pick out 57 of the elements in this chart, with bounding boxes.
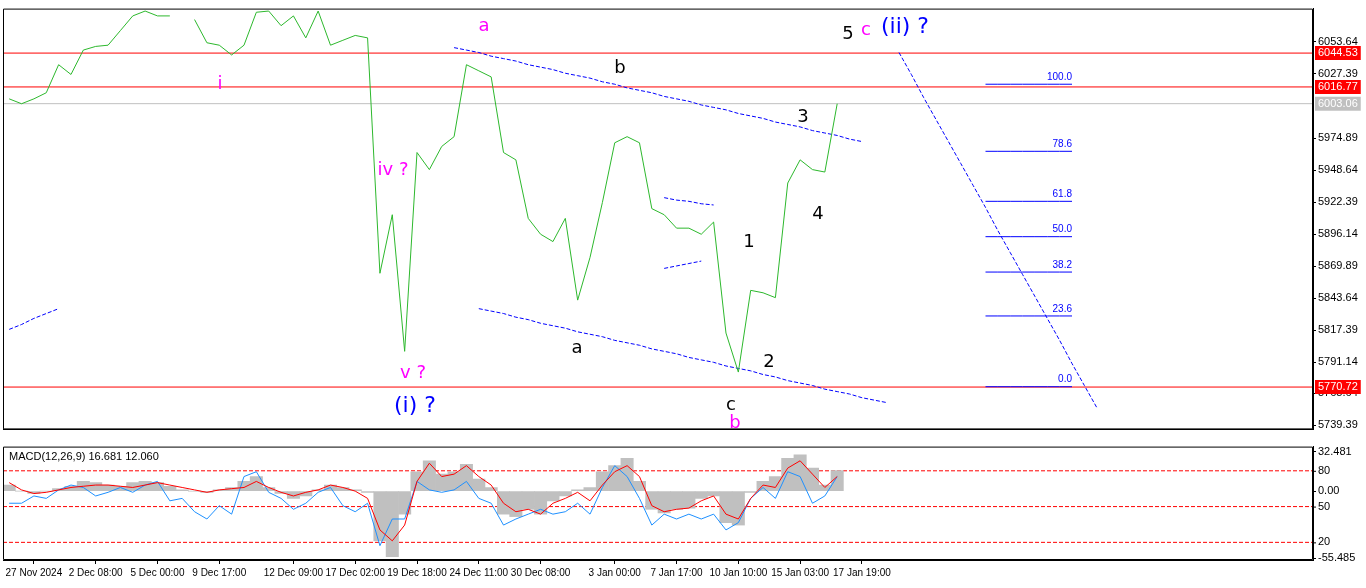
y-tick-label: 5817.39 bbox=[1318, 323, 1358, 336]
x-tick-label: 10 Jan 10:00 bbox=[709, 566, 768, 578]
ref-line-label: 6016.77 bbox=[1318, 79, 1358, 92]
annotation: 3 bbox=[797, 104, 809, 126]
series-label: 0.0 bbox=[1058, 373, 1073, 385]
y-tick-label: 6027.39 bbox=[1318, 67, 1358, 80]
y2-tick-label: 50 bbox=[1318, 499, 1331, 512]
ref-line-label: 6003.06 bbox=[1318, 96, 1358, 109]
annotation: c bbox=[861, 17, 871, 39]
x-tick-label: 2 Dec 08:00 bbox=[68, 566, 124, 578]
x-tick-label: 30 Dec 08:00 bbox=[510, 566, 571, 578]
x-tick-label: 17 Dec 02:00 bbox=[325, 566, 386, 578]
annotation: 2 bbox=[763, 349, 775, 371]
series-label: 100.0 bbox=[1046, 70, 1073, 82]
x-tick-label: 12 Dec 09:00 bbox=[263, 566, 324, 578]
chart-title: MACD(12,26,9) 16.681 12.060 bbox=[9, 450, 159, 463]
y-tick-label: 6053.64 bbox=[1318, 35, 1358, 47]
series-label: 38.2 bbox=[1052, 258, 1073, 270]
y-tick-label: 5869.89 bbox=[1318, 259, 1358, 272]
x-tick-label: 19 Dec 18:00 bbox=[387, 566, 448, 578]
y-tick-label: 5843.64 bbox=[1318, 291, 1358, 304]
y2-tick-label: 80 bbox=[1318, 463, 1331, 476]
annotation: iv ? bbox=[377, 157, 409, 179]
annotation: i bbox=[217, 71, 223, 93]
y-tick-label: 5974.89 bbox=[1318, 131, 1358, 144]
y-tick-label: 5922.39 bbox=[1318, 195, 1358, 208]
series-label: 61.8 bbox=[1052, 188, 1073, 200]
y-tick-label: 5791.14 bbox=[1318, 355, 1358, 368]
y-tick-label: 5896.14 bbox=[1318, 227, 1358, 240]
x-tick-label: 5 Dec 00:00 bbox=[130, 566, 185, 578]
y-tick-label: 5739.39 bbox=[1318, 418, 1358, 431]
annotation: b bbox=[614, 55, 626, 77]
x-tick-label: 17 Jan 19:00 bbox=[833, 566, 892, 578]
annotation: 4 bbox=[812, 201, 824, 223]
y-tick-label: 5948.64 bbox=[1318, 163, 1358, 176]
x-tick-label: 7 Jan 17:00 bbox=[650, 566, 704, 578]
series-label: 23.6 bbox=[1052, 302, 1073, 314]
annotation: v ? bbox=[400, 360, 426, 382]
annotation: (i) ? bbox=[394, 391, 436, 417]
x-tick-label: 27 Nov 2024 bbox=[5, 566, 63, 578]
x-tick-label: 3 Jan 00:00 bbox=[588, 566, 642, 578]
y-tick-label: 0.00 bbox=[1318, 484, 1340, 497]
ref-line-label: 6044.53 bbox=[1318, 46, 1358, 59]
y-tick-label: 32.481 bbox=[1318, 444, 1352, 457]
y-tick-label: -55.485 bbox=[1318, 551, 1356, 564]
annotation: a bbox=[478, 13, 490, 35]
x-tick-label: 9 Dec 17:00 bbox=[192, 566, 247, 578]
annotation: (ii) ? bbox=[880, 12, 930, 38]
series-label: 78.6 bbox=[1052, 138, 1073, 150]
x-tick-label: 24 Dec 11:00 bbox=[449, 566, 509, 578]
x-tick-label: 15 Jan 03:00 bbox=[771, 566, 830, 578]
annotation: 5 bbox=[842, 21, 854, 43]
annotation: a bbox=[571, 335, 583, 357]
ref-line-label: 5770.72 bbox=[1318, 380, 1358, 393]
series-label: 50.0 bbox=[1052, 223, 1073, 235]
y2-tick-label: 20 bbox=[1318, 535, 1331, 548]
annotation: 1 bbox=[743, 229, 755, 251]
